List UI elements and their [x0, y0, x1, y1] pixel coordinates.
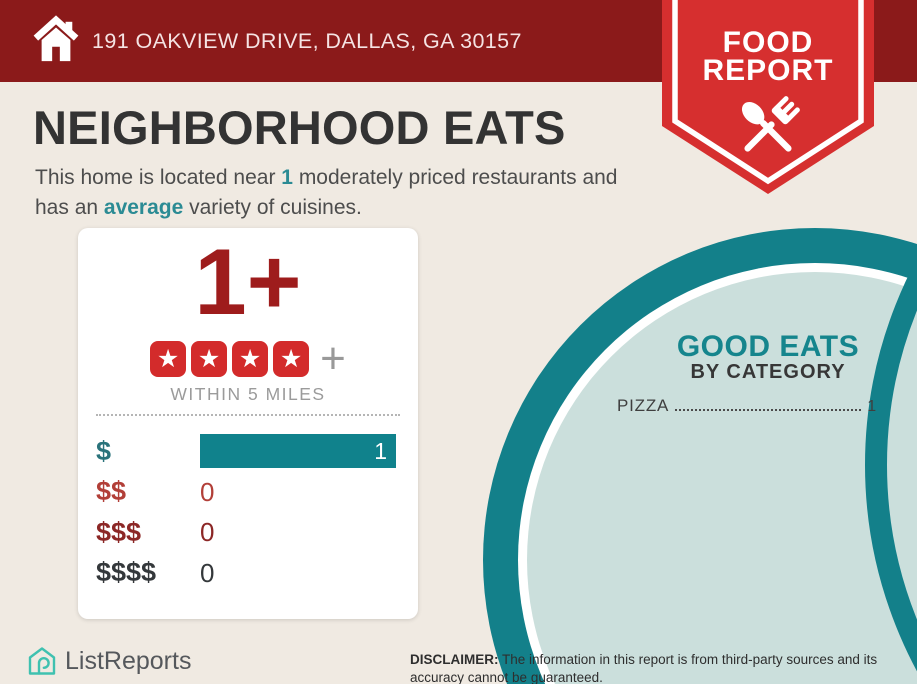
star-icon: ★	[191, 341, 228, 377]
star-icon: ★	[150, 341, 187, 377]
price-row: $$$$ 0	[78, 553, 418, 594]
subtitle-highlight-count: 1	[281, 166, 293, 189]
price-value: 0	[200, 517, 215, 547]
spoon-fork-icon	[741, 96, 800, 152]
listreports-wordmark: ListReports	[65, 646, 192, 675]
disclaimer-text: The information in this report is from t…	[410, 652, 878, 684]
home-icon	[33, 15, 79, 62]
dotted-divider	[96, 414, 400, 416]
star-rating: ★ ★ ★ ★ +	[78, 334, 418, 383]
subtitle-highlight-variety: average	[103, 195, 184, 219]
price-level-label: $$$$	[96, 557, 157, 588]
subtitle-text: has an	[35, 195, 104, 219]
price-row: $$ 0	[78, 472, 418, 513]
price-level-chart: $ 1 $$ 0 $$$ 0 $$$$ 0	[78, 431, 418, 593]
food-report-ribbon: FOOD REPORT	[662, 0, 874, 194]
category-label: PIZZA	[617, 396, 670, 415]
subtitle-text: moderately priced restaurants and	[292, 166, 618, 189]
price-level-label: $$$	[96, 516, 142, 547]
star-icon: ★	[273, 341, 310, 377]
category-value: 1	[867, 398, 877, 415]
page-title: NEIGHBORHOOD EATS	[33, 101, 566, 154]
price-row: $ 1	[78, 431, 418, 472]
subtitle-text: This home is located near	[35, 166, 282, 189]
radius-label: WITHIN 5 MILES	[170, 384, 326, 404]
price-level-label: $	[96, 435, 112, 466]
price-bar: 1	[200, 434, 396, 468]
price-row: $$$ 0	[78, 512, 418, 553]
good-eats-subtitle: BY CATEGORY	[690, 361, 846, 383]
restaurant-count: 1+	[194, 229, 302, 334]
stars-plus: +	[320, 334, 346, 383]
listreports-logo-icon	[28, 647, 56, 675]
ribbon-line2: REPORT	[702, 54, 833, 87]
ribbon-line1: FOOD	[723, 26, 814, 59]
price-level-label: $$	[96, 476, 127, 507]
good-eats-title: GOOD EATS	[676, 330, 860, 363]
property-address: 191 OAKVIEW DRIVE, DALLAS, GA 30157	[92, 28, 522, 53]
star-icon: ★	[232, 341, 269, 377]
dotted-leader	[675, 396, 862, 411]
price-value: 0	[200, 557, 215, 588]
subtitle-text: variety of cuisines.	[183, 195, 362, 219]
page-subtitle: This home is located near 1 moderately p…	[35, 163, 655, 223]
disclaimer: DISCLAIMER: The information in this repo…	[410, 651, 917, 684]
price-value: 0	[200, 476, 215, 507]
category-item: PIZZA 1	[617, 396, 877, 416]
restaurant-stats-card: 1+ ★ ★ ★ ★ + WITHIN 5 MILES $ 1 $$ 0 $$$ 0 $…	[78, 228, 418, 619]
disclaimer-label: DISCLAIMER:	[410, 652, 499, 667]
listreports-brand: ListReports	[28, 646, 191, 676]
